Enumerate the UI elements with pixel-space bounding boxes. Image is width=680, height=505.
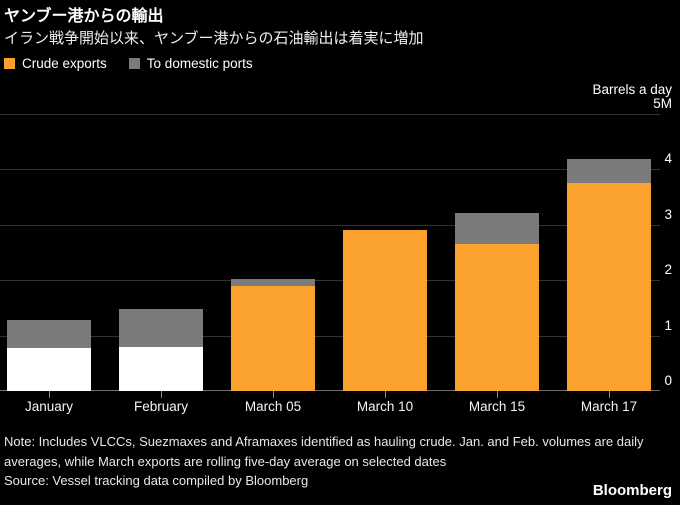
chart-note: Note: Includes VLCCs, Suezmaxes and Afra… bbox=[4, 434, 644, 469]
x-tick-label-january: January bbox=[24, 399, 74, 414]
x-tick-label-march-15: March 15 bbox=[468, 399, 526, 414]
x-tick-mark-march-10 bbox=[385, 391, 386, 398]
x-tick-label-march-17: March 17 bbox=[580, 399, 638, 414]
bloomberg-logo: Bloomberg bbox=[592, 482, 672, 499]
y-tick-label-0: 0 bbox=[664, 373, 672, 388]
gridline-2 bbox=[0, 280, 660, 282]
x-tick-label-february: February bbox=[133, 399, 189, 414]
x-tick-mark-january bbox=[49, 391, 50, 398]
gridline-1 bbox=[0, 335, 660, 337]
chart-subtitle: イラン戦争開始以来、ヤンブー港からの石油輸出は着実に増加 bbox=[4, 30, 424, 47]
chart-title: ヤンブー港からの輸出 bbox=[4, 8, 164, 25]
x-tick-label-march-05: March 05 bbox=[244, 399, 302, 414]
y-tick-label-5M: 5M bbox=[653, 96, 672, 111]
bar-march-05-to-domestic-ports bbox=[231, 279, 315, 287]
y-tick-label-1: 1 bbox=[664, 317, 672, 333]
x-tick-mark-march-17 bbox=[609, 391, 610, 398]
x-tick-mark-march-05 bbox=[273, 391, 274, 398]
legend-label-to-domestic-ports: To domestic ports bbox=[146, 56, 253, 71]
bar-january-crude-exports bbox=[7, 347, 91, 391]
x-tick-mark-february bbox=[161, 391, 162, 398]
chart-source: Source: Vessel tracking data compiled by… bbox=[4, 473, 309, 488]
legend: Crude exports To domestic ports bbox=[4, 56, 253, 71]
bar-march-10-crude-exports bbox=[343, 229, 427, 391]
legend-label-crude-exports: Crude exports bbox=[22, 56, 107, 71]
bar-february-to-domestic-ports bbox=[119, 309, 203, 347]
bar-march-05-crude-exports bbox=[231, 286, 315, 391]
bar-march-17-crude-exports bbox=[567, 182, 651, 391]
x-tick-label-march-10: March 10 bbox=[356, 399, 414, 414]
y-tick-label-3: 3 bbox=[664, 206, 672, 222]
legend-item-crude-exports: Crude exports bbox=[4, 56, 107, 71]
bar-march-17-to-domestic-ports bbox=[567, 159, 651, 183]
bar-january-to-domestic-ports bbox=[7, 320, 91, 348]
gridline-4 bbox=[0, 169, 660, 171]
crude-exports-swatch-icon bbox=[4, 58, 15, 69]
y-tick-label-2: 2 bbox=[664, 262, 672, 278]
bar-march-15-crude-exports bbox=[455, 243, 539, 391]
x-axis-labels: January February March 05 March 10 March 15 M… bbox=[0, 399, 660, 417]
legend-item-to-domestic-ports: To domestic ports bbox=[128, 56, 253, 71]
to-domestic-ports-swatch-icon bbox=[128, 58, 140, 69]
y-axis-labels: 0 1 2 3 4 5M bbox=[632, 96, 672, 391]
gridline-5 bbox=[0, 114, 660, 115]
bar-february-crude-exports bbox=[119, 346, 203, 391]
x-tick-mark-march-15 bbox=[497, 391, 498, 398]
y-axis-title: Barrels a day bbox=[592, 82, 672, 97]
y-tick-label-4: 4 bbox=[664, 151, 672, 167]
bar-march-15-to-domestic-ports bbox=[455, 213, 539, 244]
chart-footer: Note: Includes VLCCs, Suezmaxes and Afra… bbox=[4, 432, 666, 491]
gridline-3 bbox=[0, 224, 660, 226]
plot-area bbox=[0, 114, 660, 398]
x-axis-line bbox=[0, 390, 660, 391]
